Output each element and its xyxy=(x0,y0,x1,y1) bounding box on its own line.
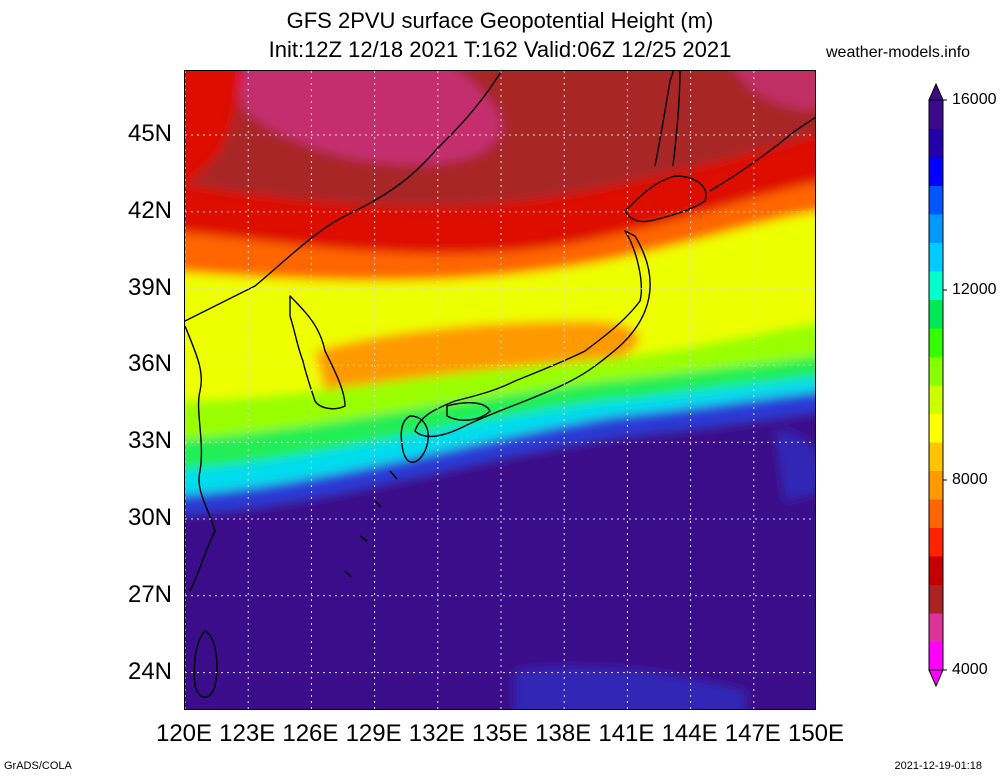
field-blue-patch-east xyxy=(775,431,815,501)
field-tropical-high xyxy=(185,412,815,709)
coastline-taiwan xyxy=(193,630,218,698)
coastline-ryukyu xyxy=(344,470,398,578)
coastline-china-east xyxy=(185,325,216,592)
lat-label-42N: 42N xyxy=(127,196,172,224)
coastline-honshu xyxy=(414,230,651,438)
colorbar-segment xyxy=(929,499,943,528)
lon-label-123E: 123E xyxy=(219,720,276,747)
coastline-hokkaido xyxy=(624,175,707,223)
colorbar-segment xyxy=(929,442,943,471)
colorbar-segment xyxy=(929,470,943,500)
footer-software: GrADS/COLA xyxy=(4,760,72,772)
lon-label-141E: 141E xyxy=(598,720,655,747)
colorbar-segment xyxy=(929,385,943,414)
field-blue-patches-south xyxy=(515,667,745,709)
lon-label-126E: 126E xyxy=(282,720,339,747)
colorbar-segment xyxy=(929,328,943,357)
colorbar-segment xyxy=(929,556,943,585)
lon-label-147E: 147E xyxy=(724,720,781,747)
lon-label-129E: 129E xyxy=(345,720,402,747)
colorbar-segment xyxy=(929,584,943,614)
lon-label-132E: 132E xyxy=(408,720,465,747)
colorbar-outline xyxy=(928,99,944,671)
lat-label-33N: 33N xyxy=(127,427,172,455)
title-line-2: Init:12Z 12/18 2021 T:162 Valid:06Z 12/2… xyxy=(268,37,732,62)
coastline-korea xyxy=(289,295,346,410)
colorbar-segment xyxy=(929,641,943,671)
footer-timestamp: 2021-12-19-01:18 xyxy=(894,760,982,772)
coastline-sakhalin xyxy=(654,71,681,167)
lon-label-138E: 138E xyxy=(535,720,592,747)
coastline-kuril-kamchatka xyxy=(709,116,815,192)
field-magenta-ne xyxy=(735,71,815,111)
colorbar-max-arrow xyxy=(928,82,944,101)
colorbar-label-16000: 16000 xyxy=(952,91,997,108)
colorbar-segment xyxy=(929,242,943,272)
colorbar-segment xyxy=(929,413,943,443)
title-line-1: GFS 2PVU surface Geopotential Height (m) xyxy=(286,8,714,33)
colorbar-segment xyxy=(929,299,943,329)
lon-label-120E: 120E xyxy=(155,720,213,747)
colorbar-segment xyxy=(929,100,943,129)
colorbar-label-12000: 12000 xyxy=(952,281,997,298)
lat-label-27N: 27N xyxy=(127,580,172,608)
map-frame xyxy=(184,70,816,710)
field-magenta-north xyxy=(231,71,502,166)
lon-label-135E: 135E xyxy=(471,720,529,747)
colorbar-label-8000: 8000 xyxy=(952,471,988,488)
geopotential-map xyxy=(185,71,815,709)
colorbar-label-4000: 4000 xyxy=(952,661,988,678)
coastline-asia-mainland xyxy=(185,71,503,322)
lat-label-39N: 39N xyxy=(127,273,172,301)
colorbar-segment xyxy=(929,271,943,300)
lon-label-144E: 144E xyxy=(661,720,718,747)
height-field xyxy=(185,71,815,709)
coastlines xyxy=(185,71,815,698)
colorbar-segment xyxy=(929,157,943,186)
colorbar-min-arrow xyxy=(928,669,944,688)
coastline-shikoku xyxy=(446,402,491,421)
colorbar-segment xyxy=(929,356,943,386)
field-red-north-west xyxy=(185,71,243,183)
colorbar-segment xyxy=(929,128,943,158)
colorbar xyxy=(928,82,947,688)
lat-label-36N: 36N xyxy=(127,350,172,378)
lon-label-150E: 150E xyxy=(787,720,845,747)
colorbar-segment xyxy=(929,214,943,243)
colorbar-segment xyxy=(929,613,943,642)
colorbar-segment xyxy=(929,527,943,557)
site-label: weather-models.info xyxy=(826,44,971,61)
coastline-kyushu xyxy=(400,415,429,463)
lat-label-30N: 30N xyxy=(127,504,172,531)
lat-label-45N: 45N xyxy=(127,120,172,147)
colorbar-segment xyxy=(929,185,943,215)
graticule xyxy=(185,71,815,709)
lat-label-24N: 24N xyxy=(127,657,172,685)
field-orange-center xyxy=(315,321,639,391)
